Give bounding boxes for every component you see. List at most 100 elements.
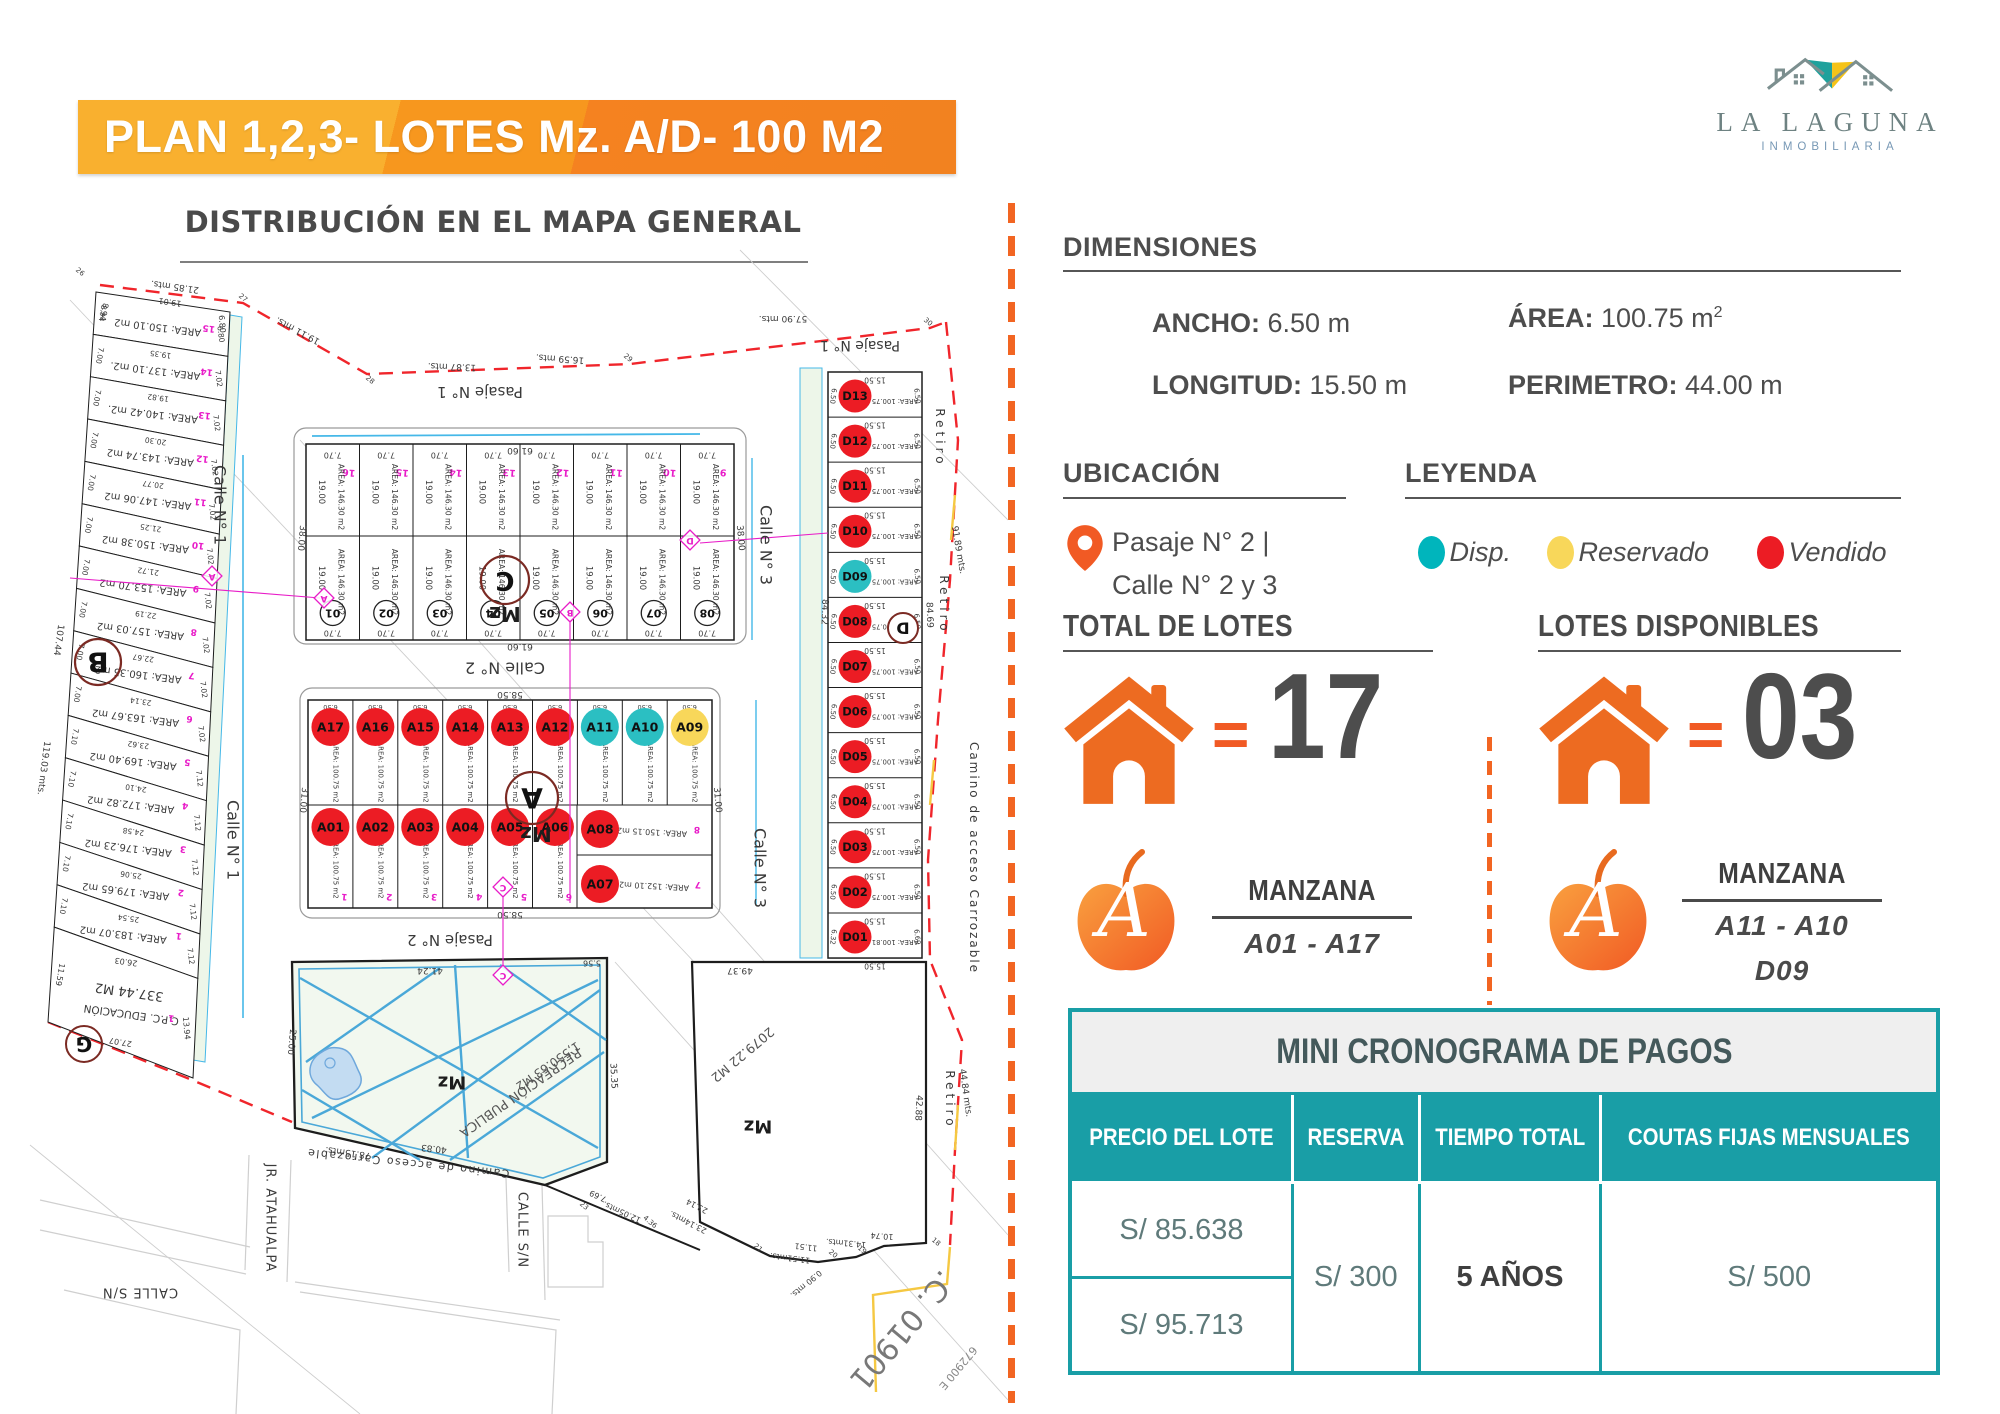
svg-text:6.50: 6.50 <box>828 793 838 809</box>
svg-text:7.70: 7.70 <box>538 451 556 460</box>
svg-text:19.35: 19.35 <box>149 348 172 360</box>
svg-text:19.00: 19.00 <box>423 566 433 590</box>
svg-text:16: 16 <box>341 466 356 478</box>
svg-text:2: 2 <box>177 886 184 897</box>
svg-text:23: 23 <box>578 1200 590 1212</box>
svg-text:AREA: 100.75: AREA: 100.75 <box>872 758 918 766</box>
svg-text:1: 1 <box>168 1012 175 1023</box>
svg-text:15.50: 15.50 <box>864 556 886 565</box>
dimensiones-rule <box>1063 270 1901 272</box>
svg-text:7.00: 7.00 <box>80 558 92 576</box>
svg-text:AREA: 100.75: AREA: 100.75 <box>872 713 918 721</box>
svg-text:AREA: 146.30 m2: AREA: 146.30 m2 <box>657 549 666 616</box>
leyenda-rule <box>1405 497 1901 499</box>
svg-text:AREA: 100.75 m2: AREA: 100.75 m2 <box>331 837 339 898</box>
svg-text:7.00: 7.00 <box>83 516 95 534</box>
svg-text:6.50: 6.50 <box>458 703 472 711</box>
svg-text:AREA: 100.75: AREA: 100.75 <box>872 487 918 495</box>
park-recreacion <box>290 956 609 1187</box>
svg-text:8: 8 <box>694 824 701 834</box>
block-c-curb <box>293 427 747 645</box>
street-outlines <box>39 1154 604 1414</box>
boundary-south <box>544 1184 701 1251</box>
svg-text:02: 02 <box>379 607 394 620</box>
lotes-disp-heading: LOTES DISPONIBLES <box>1538 608 1820 643</box>
svg-text:7.10: 7.10 <box>58 897 70 915</box>
svg-text:19.11 mts.: 19.11 mts. <box>274 314 322 346</box>
svg-text:D06: D06 <box>842 705 868 719</box>
svg-text:AREA: 146.30 m2: AREA: 146.30 m2 <box>711 464 720 531</box>
apple-a-icon-right: A <box>1549 849 1647 971</box>
svg-text:A10: A10 <box>631 720 658 735</box>
park-pond <box>309 1046 362 1100</box>
svg-text:24.58: 24.58 <box>122 826 145 838</box>
svg-text:D05: D05 <box>842 750 868 764</box>
ancho-label: ANCHO: <box>1152 308 1260 338</box>
svg-text:AREA: 100.75: AREA: 100.75 <box>872 442 918 450</box>
svg-text:15.50: 15.50 <box>864 421 886 430</box>
svg-text:7.12: 7.12 <box>190 859 201 877</box>
svg-text:19.00: 19.00 <box>316 566 326 590</box>
svg-text:7.70: 7.70 <box>431 451 449 460</box>
svg-text:24.10: 24.10 <box>124 782 147 794</box>
precio-1: S/ 85.638 <box>1068 1181 1294 1279</box>
svg-text:7.12: 7.12 <box>185 947 196 965</box>
svg-text:6.50: 6.50 <box>912 658 922 674</box>
svg-text:2: 2 <box>386 891 393 902</box>
svg-text:D: D <box>686 535 693 545</box>
leyenda-heading: LEYENDA <box>1405 458 1538 488</box>
svg-text:7.70: 7.70 <box>645 451 663 460</box>
svg-text:6.69: 6.69 <box>912 929 922 945</box>
svg-text:42.88: 42.88 <box>912 1095 923 1122</box>
svg-text:35.35: 35.35 <box>607 1063 618 1089</box>
panel-divider-dashed <box>1008 203 1015 1403</box>
svg-text:AREA: 146.30 m2: AREA: 146.30 m2 <box>443 549 452 616</box>
svg-text:D02: D02 <box>842 885 868 899</box>
svg-text:AREA: 100.75 m2: AREA: 100.75 m2 <box>556 741 564 802</box>
svg-text:04: 04 <box>485 607 501 620</box>
svg-text:A: A <box>208 571 215 581</box>
svg-text:5: 5 <box>184 756 191 767</box>
svg-text:Calle N° 1: Calle N° 1 <box>211 465 230 545</box>
lotes-disp-rule <box>1538 650 1901 652</box>
svg-text:5: 5 <box>520 891 527 902</box>
svg-text:Mz: Mz <box>489 602 521 626</box>
svg-text:AREA: 100.75 m2: AREA: 100.75 m2 <box>646 741 654 802</box>
manzana-range-left: A01 - A17 <box>1244 928 1380 959</box>
company-logo: LA LAGUNA INMOBILIARIA <box>1700 40 1960 153</box>
svg-text:D01: D01 <box>842 930 868 944</box>
svg-text:19.00: 19.00 <box>690 566 700 590</box>
svg-text:A: A <box>320 593 327 603</box>
svg-text:6.50: 6.50 <box>828 478 838 494</box>
area-sup: 2 <box>1713 304 1723 321</box>
svg-text:A05: A05 <box>497 820 524 835</box>
svg-text:119.03 mts.: 119.03 mts. <box>35 740 52 795</box>
svg-text:11.59: 11.59 <box>54 962 67 986</box>
svg-text:15.50: 15.50 <box>864 962 886 971</box>
svg-text:AREA: 100.75 m2: AREA: 100.75 m2 <box>511 837 519 898</box>
legend-item-disponible: Disp. <box>1418 536 1511 574</box>
svg-text:6.50: 6.50 <box>828 613 838 629</box>
svg-text:D10: D10 <box>842 524 868 538</box>
svg-text:7.12: 7.12 <box>192 814 203 832</box>
svg-text:A14: A14 <box>452 720 479 735</box>
svg-text:7.02: 7.02 <box>211 414 222 432</box>
svg-text:25.06: 25.06 <box>119 869 142 881</box>
legend-dot-reservado <box>1547 536 1574 569</box>
house-icon-total <box>1064 676 1194 804</box>
svg-text:AREA: 152.10 m2: AREA: 152.10 m2 <box>619 880 689 893</box>
svg-text:15: 15 <box>395 466 409 478</box>
svg-text:26.03: 26.03 <box>114 956 138 968</box>
legend-label-vendido: Vendido <box>1788 537 1887 567</box>
svg-text:CALLE S/N: CALLE S/N <box>515 1192 530 1268</box>
svg-text:A06: A06 <box>541 820 568 835</box>
svg-text:49.37: 49.37 <box>727 965 753 975</box>
svg-text:A15: A15 <box>407 720 434 735</box>
street-curbs <box>192 314 823 1063</box>
svg-text:15.50: 15.50 <box>864 376 886 385</box>
svg-text:AREA: 146.30 m2: AREA: 146.30 m2 <box>443 464 452 531</box>
svg-text:Retiro: Retiro <box>937 575 951 634</box>
svg-text:4.36: 4.36 <box>641 1214 659 1230</box>
svg-text:6.50: 6.50 <box>828 748 838 764</box>
svg-text:57.90 mts.: 57.90 mts. <box>759 313 807 323</box>
